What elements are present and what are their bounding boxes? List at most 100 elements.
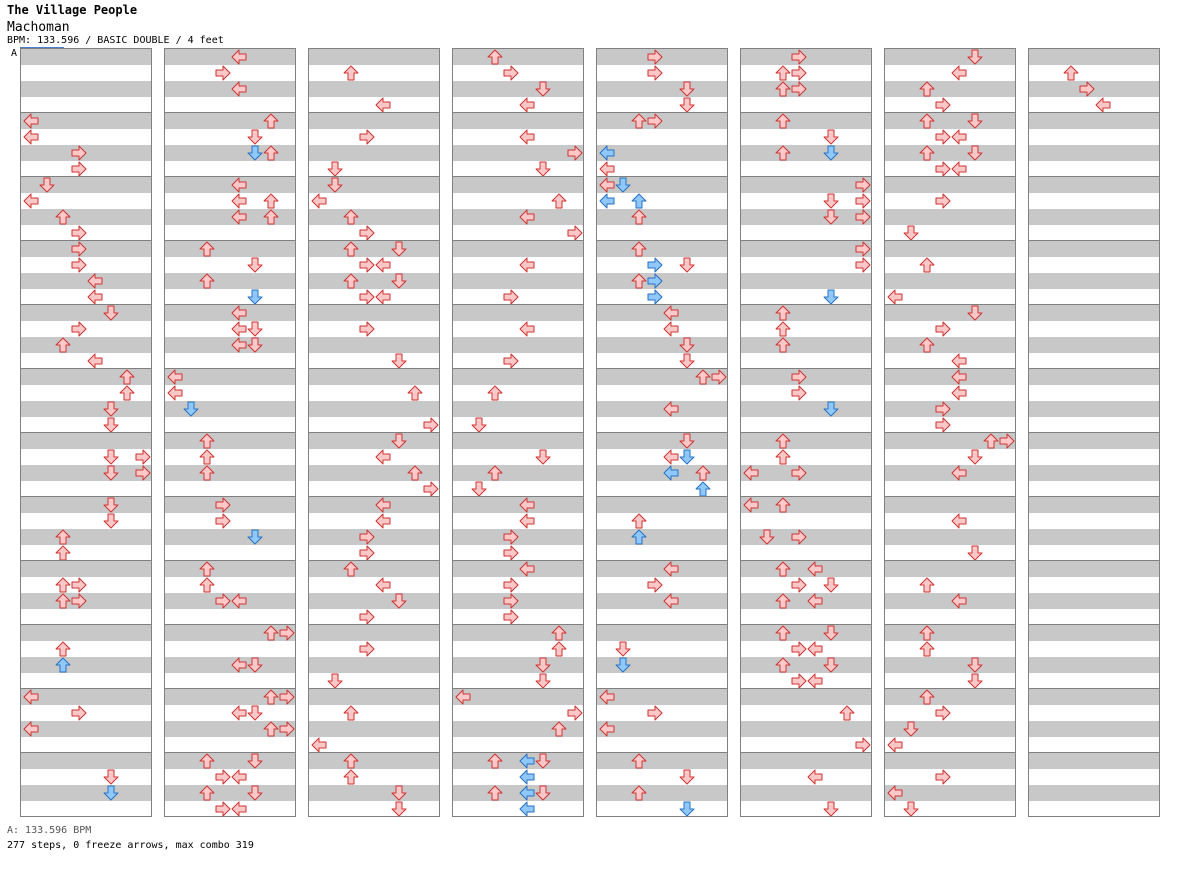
left-arrow-icon [231, 801, 247, 817]
chart-column [308, 48, 440, 817]
down-arrow-icon [615, 641, 631, 657]
right-arrow-icon [215, 801, 231, 817]
up-arrow-icon [775, 65, 791, 81]
left-arrow-icon [87, 289, 103, 305]
right-arrow-icon [503, 577, 519, 593]
beat-stripe [21, 497, 151, 513]
measure [740, 240, 872, 305]
down-arrow-icon [103, 465, 119, 481]
down-arrow-icon [679, 81, 695, 97]
left-arrow-icon [951, 593, 967, 609]
beat-stripe [597, 433, 727, 449]
beat-stripe [597, 145, 727, 161]
measure [452, 368, 584, 433]
beat-stripe [165, 305, 295, 321]
right-arrow-icon [359, 529, 375, 545]
beat-stripe [309, 785, 439, 801]
left-arrow-icon [519, 753, 535, 769]
up-arrow-icon [263, 689, 279, 705]
beat-stripe [21, 49, 151, 65]
measure [452, 240, 584, 305]
measure [164, 176, 296, 241]
left-arrow-icon [231, 209, 247, 225]
up-arrow-icon [919, 81, 935, 97]
left-arrow-icon [951, 465, 967, 481]
up-arrow-icon [343, 769, 359, 785]
measure [740, 112, 872, 177]
left-arrow-icon [375, 257, 391, 273]
beat-stripe [453, 689, 583, 705]
beat-stripe [597, 241, 727, 257]
right-arrow-icon [647, 49, 663, 65]
beat-stripe [21, 337, 151, 353]
up-arrow-icon [695, 369, 711, 385]
measure [452, 112, 584, 177]
beat-stripe [309, 625, 439, 641]
beat-stripe [741, 209, 871, 225]
measure [20, 176, 152, 241]
beat-stripe [309, 49, 439, 65]
beat-stripe [453, 337, 583, 353]
beat-stripe [1029, 593, 1159, 609]
down-arrow-icon [391, 241, 407, 257]
down-arrow-icon [471, 417, 487, 433]
measure [884, 240, 1016, 305]
right-arrow-icon [359, 225, 375, 241]
down-arrow-icon [903, 721, 919, 737]
down-arrow-icon [967, 305, 983, 321]
up-arrow-icon [263, 145, 279, 161]
left-arrow-icon [807, 593, 823, 609]
beat-stripe [597, 209, 727, 225]
down-arrow-icon [679, 353, 695, 369]
measure [164, 752, 296, 817]
right-arrow-icon [935, 769, 951, 785]
beat-stripe [597, 561, 727, 577]
left-arrow-icon [599, 689, 615, 705]
measure [1028, 624, 1160, 689]
up-arrow-icon [775, 337, 791, 353]
down-arrow-icon [967, 657, 983, 673]
up-arrow-icon [631, 273, 647, 289]
measure [740, 48, 872, 113]
beat-stripe [885, 273, 1015, 289]
left-arrow-icon [311, 193, 327, 209]
beat-stripe [309, 241, 439, 257]
measure [596, 176, 728, 241]
left-arrow-icon [231, 49, 247, 65]
beat-stripe [453, 721, 583, 737]
beat-stripe [309, 81, 439, 97]
beat-stripe [165, 401, 295, 417]
beat-stripe [21, 273, 151, 289]
down-arrow-icon [823, 289, 839, 305]
beat-stripe [741, 657, 871, 673]
up-arrow-icon [631, 753, 647, 769]
beat-stripe [597, 465, 727, 481]
left-arrow-icon [455, 689, 471, 705]
down-arrow-icon [967, 449, 983, 465]
measure [164, 368, 296, 433]
measure [20, 112, 152, 177]
right-arrow-icon [855, 177, 871, 193]
beat-stripe [741, 689, 871, 705]
beat-stripe [453, 305, 583, 321]
measure [596, 688, 728, 753]
beat-stripe [165, 49, 295, 65]
beat-stripe [885, 337, 1015, 353]
beat-stripe [165, 753, 295, 769]
down-arrow-icon [247, 129, 263, 145]
left-arrow-icon [23, 721, 39, 737]
up-arrow-icon [775, 449, 791, 465]
up-arrow-icon [343, 561, 359, 577]
left-arrow-icon [87, 273, 103, 289]
measure [308, 624, 440, 689]
beat-stripe [165, 529, 295, 545]
beat-stripe [597, 753, 727, 769]
measure [884, 112, 1016, 177]
measure [20, 624, 152, 689]
beat-stripe [741, 785, 871, 801]
down-arrow-icon [679, 257, 695, 273]
right-arrow-icon [71, 145, 87, 161]
measure [20, 368, 152, 433]
measure [452, 496, 584, 561]
beat-stripe [165, 721, 295, 737]
